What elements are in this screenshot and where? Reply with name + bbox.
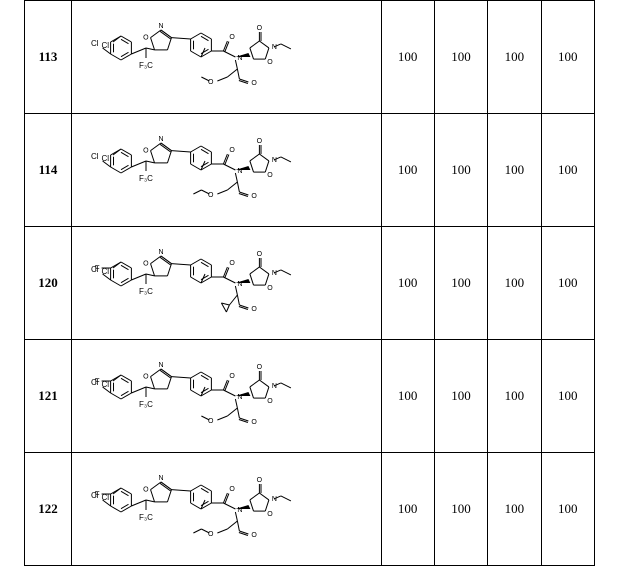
svg-text:F₃C: F₃C [139,400,153,409]
compound-id: 122 [25,453,72,566]
value-cell: 100 [488,1,541,114]
structure-cell: ClClF₃CNOONOONOO [71,114,381,227]
svg-text:N: N [159,249,164,256]
svg-text:F: F [95,264,100,273]
svg-text:O: O [252,80,258,87]
value-cell: 100 [434,114,487,227]
structure-diagram: ClClFF₃CNOONOONOO [74,455,379,563]
svg-text:O: O [267,398,273,405]
svg-text:O: O [143,261,149,268]
svg-text:O: O [143,374,149,381]
value-cell: 100 [541,227,594,340]
table-row: 113ClClF₃CNOONOONOO100100100100 [25,1,595,114]
svg-text:O: O [230,373,236,380]
structure-cell: ClClFF₃CNOONOONOO [71,453,381,566]
svg-text:O: O [252,306,258,313]
value-cell: 100 [434,1,487,114]
svg-text:O: O [267,172,273,179]
svg-text:Cl: Cl [91,152,99,161]
value-cell: 100 [488,227,541,340]
value-cell: 100 [488,453,541,566]
structure-diagram: ClClF₃CNOONOONOO [74,3,379,111]
svg-text:O: O [252,419,258,426]
svg-text:N: N [272,383,277,390]
compound-table: 113ClClF₃CNOONOONOO100100100100114ClClF₃… [24,0,595,566]
svg-text:O: O [257,364,263,371]
value-cell: 100 [541,340,594,453]
svg-text:O: O [208,192,214,199]
svg-text:N: N [272,157,277,164]
compound-id: 114 [25,114,72,227]
value-cell: 100 [488,114,541,227]
table-row: 114ClClF₃CNOONOONOO100100100100 [25,114,595,227]
svg-text:F₃C: F₃C [139,513,153,522]
compound-id: 121 [25,340,72,453]
svg-text:O: O [230,147,236,154]
value-cell: 100 [381,1,434,114]
svg-text:N: N [272,44,277,51]
svg-text:F: F [95,490,100,499]
value-cell: 100 [381,227,434,340]
value-cell: 100 [541,1,594,114]
table-row: 120ClClFF₃CNOONOONO100100100100 [25,227,595,340]
svg-text:N: N [159,475,164,482]
table-row: 122ClClFF₃CNOONOONOO100100100100 [25,453,595,566]
svg-text:O: O [252,532,258,539]
value-cell: 100 [381,453,434,566]
svg-text:Cl: Cl [91,39,99,48]
svg-text:F₃C: F₃C [139,61,153,70]
compound-id: 120 [25,227,72,340]
svg-text:O: O [208,531,214,538]
svg-text:N: N [159,136,164,143]
structure-cell: ClClF₃CNOONOONOO [71,1,381,114]
svg-text:N: N [272,496,277,503]
value-cell: 100 [381,340,434,453]
value-cell: 100 [434,227,487,340]
svg-text:O: O [208,79,214,86]
svg-text:O: O [257,477,263,484]
structure-diagram: ClClFF₃CNOONOONOO [74,342,379,450]
structure-cell: ClClFF₃CNOONOONOO [71,340,381,453]
svg-text:O: O [267,511,273,518]
value-cell: 100 [434,340,487,453]
svg-text:O: O [143,148,149,155]
svg-text:O: O [267,285,273,292]
svg-text:O: O [257,251,263,258]
value-cell: 100 [541,114,594,227]
value-cell: 100 [381,114,434,227]
svg-text:N: N [272,270,277,277]
svg-text:F: F [95,377,100,386]
value-cell: 100 [488,340,541,453]
structure-cell: ClClFF₃CNOONOONO [71,227,381,340]
svg-text:O: O [257,138,263,145]
svg-text:O: O [143,35,149,42]
svg-text:O: O [143,487,149,494]
svg-text:O: O [267,59,273,66]
value-cell: 100 [541,453,594,566]
svg-text:O: O [230,260,236,267]
svg-text:F₃C: F₃C [139,174,153,183]
svg-text:O: O [230,486,236,493]
svg-text:Cl: Cl [102,41,110,50]
structure-diagram: ClClF₃CNOONOONOO [74,116,379,224]
svg-text:O: O [252,193,258,200]
svg-text:O: O [208,418,214,425]
svg-text:O: O [230,34,236,41]
compound-id: 113 [25,1,72,114]
svg-text:N: N [159,362,164,369]
svg-text:F₃C: F₃C [139,287,153,296]
structure-diagram: ClClFF₃CNOONOONO [74,229,379,337]
value-cell: 100 [434,453,487,566]
svg-text:N: N [159,23,164,30]
svg-text:O: O [257,25,263,32]
table-row: 121ClClFF₃CNOONOONOO100100100100 [25,340,595,453]
svg-text:Cl: Cl [102,154,110,163]
